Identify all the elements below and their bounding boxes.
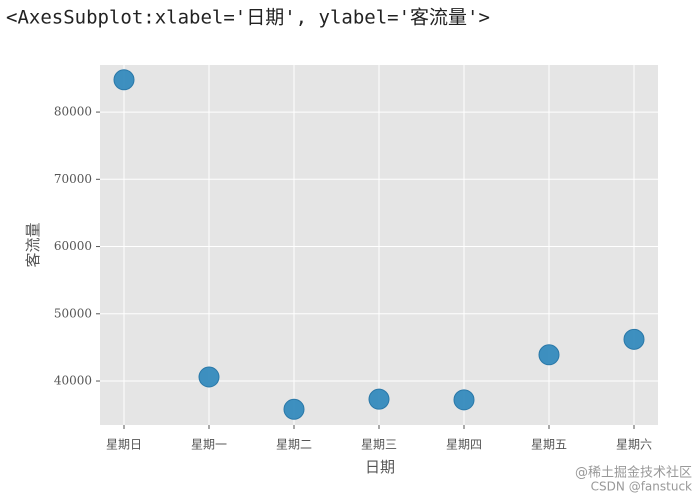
x-tick-label: 星期一: [191, 438, 227, 452]
y-tick-label: 40000: [54, 374, 92, 388]
point: [113, 69, 135, 91]
point: [368, 388, 390, 410]
y-tick-label: 80000: [54, 105, 92, 119]
x-tick-label: 星期二: [276, 438, 312, 452]
watermark: @稀土掘金技术社区: [575, 465, 692, 481]
x-tick-label: 星期五: [531, 438, 567, 452]
y-tick-label: 50000: [54, 306, 92, 320]
point: [283, 398, 305, 420]
point: [623, 328, 645, 350]
y-tick-label: 70000: [54, 172, 92, 186]
x-tick-label: 星期四: [446, 438, 482, 452]
x-tick-label: 星期日: [106, 438, 142, 452]
watermark: CSDN @fanstuck: [591, 480, 692, 494]
point: [453, 389, 475, 411]
x-tick-label: 星期六: [616, 438, 652, 452]
x-axis-label: 日期: [365, 458, 395, 476]
y-tick-label: 60000: [54, 239, 92, 253]
point: [198, 366, 220, 388]
output-text: <AxesSubplot:xlabel='日期', ylabel='客流量'>: [6, 7, 490, 29]
x-tick-label: 星期三: [361, 438, 397, 452]
y-axis-label: 客流量: [24, 222, 42, 267]
point: [538, 344, 560, 366]
